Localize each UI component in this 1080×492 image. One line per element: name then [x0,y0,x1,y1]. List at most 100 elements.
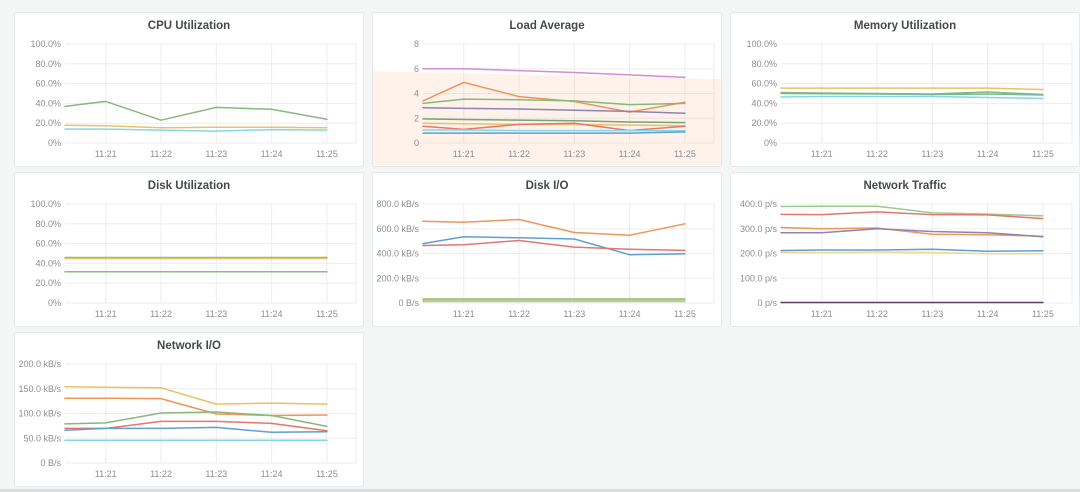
svg-text:11:22: 11:22 [866,149,888,159]
svg-text:0: 0 [414,138,419,148]
svg-text:80.0%: 80.0% [35,59,61,69]
svg-text:400.0 kB/s: 400.0 kB/s [376,249,419,259]
grid-lines [65,363,357,464]
svg-text:800.0 kB/s: 800.0 kB/s [376,199,419,209]
series-blue-line [64,426,328,434]
svg-text:11:23: 11:23 [921,309,943,319]
chart-network-i-o[interactable]: 0 B/s 50.0 kB/s 100.0 kB/s 150.0 kB/s 200.0 … [15,359,363,485]
svg-text:0%: 0% [764,138,777,148]
svg-text:11:25: 11:25 [674,149,696,159]
panel-title[interactable]: Load Average [509,20,585,32]
panel-title[interactable]: Disk I/O [525,180,569,192]
series-blue-line [780,248,1044,253]
svg-text:100.0 p/s: 100.0 p/s [740,273,778,283]
svg-text:11:23: 11:23 [563,149,585,159]
x-axis-labels: 11:21 11:22 11:23 11:24 11:25 [811,149,1054,159]
chart-network-traffic[interactable]: 0 p/s 100.0 p/s 200.0 p/s 300.0 p/s 400.0 p/… [731,199,1079,325]
svg-text:11:21: 11:21 [453,149,475,159]
svg-text:11:21: 11:21 [95,149,117,159]
series-green-line [64,411,328,428]
svg-text:6: 6 [414,64,419,74]
svg-text:11:22: 11:22 [508,309,530,319]
svg-text:40.0%: 40.0% [751,98,777,108]
svg-text:600.0 kB/s: 600.0 kB/s [376,224,419,234]
alert-region [373,71,721,165]
svg-text:100.0 kB/s: 100.0 kB/s [18,409,61,419]
y-axis-labels: 0% 20.0% 40.0% 60.0% 80.0% 100.0% [30,199,61,308]
series-green-line [64,100,328,121]
svg-text:4: 4 [414,89,419,99]
svg-text:11:24: 11:24 [619,149,641,159]
svg-text:11:25: 11:25 [316,149,338,159]
chart-disk-utilization[interactable]: 0%20.0%40.0%60.0%80.0%100.0%11:21 11:22 11… [15,199,363,325]
panel-title[interactable]: Disk Utilization [147,180,231,192]
panel-title[interactable]: Network I/O [157,340,221,352]
series-green-line [422,98,686,106]
series-blue-line [422,236,686,256]
svg-text:11:24: 11:24 [261,149,283,159]
y-axis-labels: 0 B/s 50.0 kB/s 100.0 kB/s 150.0 kB/s 200.0 … [18,359,61,468]
svg-text:60.0%: 60.0% [35,239,61,249]
svg-text:20.0%: 20.0% [751,118,777,128]
svg-text:0 B/s: 0 B/s [398,298,419,308]
x-axis-labels: 11:21 11:22 11:23 11:24 11:25 [811,309,1054,319]
svg-text:80.0%: 80.0% [35,219,61,229]
series-orange-line [422,218,686,236]
series-orange-line [780,226,1044,237]
svg-text:20.0%: 20.0% [35,118,61,128]
svg-text:11:21: 11:21 [95,469,117,479]
svg-text:80.0%: 80.0% [751,59,777,69]
series-cyan-line [422,129,686,132]
svg-text:11:24: 11:24 [261,469,283,479]
chart-memory-utilization[interactable]: 0%20.0%40.0%60.0%80.0%100.0%11:21 11:22 11… [731,39,1079,165]
panel-cpu-utilization: CPU Utilization 0% 20.0% 40.0% 60.0% 80.0% 100… [14,12,364,167]
grid-lines [423,203,715,304]
series-blue-line [422,131,686,134]
chart-load-average[interactable]: 0 2 4 6 8 11:21 11:22 11:23 11:24 11:25 [373,39,721,165]
panel-network-traffic: Network Traffic 0 p/s 100.0 p/s 200.0 p/s 30… [730,172,1080,327]
chart-cpu-utilization[interactable]: 0%20.0%40.0%60.0%80.0%100.0%11:21 11:22 11… [15,39,363,165]
panel-title[interactable]: CPU Utilization [147,20,231,32]
panel-load-average: Load Average 0 2 4 6 8 11:21 11:22 11:23 11:24 11:… [372,12,722,167]
svg-text:40.0%: 40.0% [35,258,61,268]
y-axis-labels: 0% 20.0% 40.0% 60.0% 80.0% 100.0% [746,39,777,148]
series-pale-yellow-line [780,251,1044,255]
svg-text:0 p/s: 0 p/s [757,298,777,308]
svg-text:11:24: 11:24 [261,309,283,319]
svg-text:11:22: 11:22 [508,149,530,159]
svg-text:11:23: 11:23 [205,149,227,159]
panel-title[interactable]: Memory Utilization [853,20,957,32]
series-magenta-line [422,68,686,79]
series-red-line [780,211,1044,220]
x-axis-labels: 11:21 11:22 11:23 11:24 11:25 [95,309,338,319]
series-yellow-line [64,386,328,405]
grid-lines [65,203,357,304]
svg-text:11:22: 11:22 [866,309,888,319]
svg-text:11:23: 11:23 [205,469,227,479]
svg-text:2: 2 [414,113,419,123]
x-axis-labels: 11:21 11:22 11:23 11:24 11:25 [95,469,338,479]
panel-disk-utilization: Disk Utilization 0% 20.0% 40.0% 60.0% 80.0% 10… [14,172,364,327]
chart-disk-i-o[interactable]: 0 B/s 200.0 kB/s 400.0 kB/s 600.0 kB/s 800.0… [373,199,721,325]
panel-title[interactable]: Network Traffic [863,180,947,192]
svg-text:11:25: 11:25 [316,309,338,319]
svg-text:300.0 p/s: 300.0 p/s [740,224,778,234]
svg-text:11:22: 11:22 [150,309,172,319]
svg-text:60.0%: 60.0% [751,79,777,89]
y-axis-labels: 0 p/s 100.0 p/s 200.0 p/s 300.0 p/s 400.0 p/… [740,199,778,308]
svg-text:11:23: 11:23 [205,309,227,319]
svg-text:60.0%: 60.0% [35,79,61,89]
panel-memory-utilization: Memory Utilization 0% 20.0% 40.0% 60.0% 80.0%… [730,12,1080,167]
svg-text:11:23: 11:23 [563,309,585,319]
svg-text:20.0%: 20.0% [35,278,61,288]
svg-text:150.0 kB/s: 150.0 kB/s [18,384,61,394]
svg-text:11:24: 11:24 [619,309,641,319]
svg-text:11:24: 11:24 [977,149,999,159]
svg-text:100.0%: 100.0% [30,39,61,49]
svg-text:11:22: 11:22 [150,149,172,159]
x-axis-labels: 11:21 11:22 11:23 11:24 11:25 [95,149,338,159]
svg-text:11:21: 11:21 [453,309,475,319]
svg-text:400.0 p/s: 400.0 p/s [740,199,778,209]
series-yellow-line [64,124,328,129]
series-dark-green-line [422,118,686,124]
